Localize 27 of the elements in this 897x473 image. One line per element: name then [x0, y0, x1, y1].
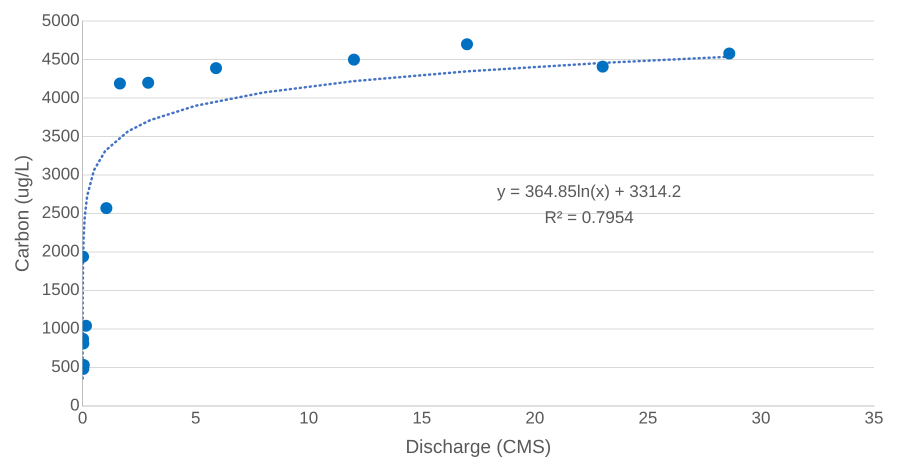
- annotation: y = 364.85ln(x) + 3314.2: [496, 182, 682, 202]
- x-tick-label: 15: [412, 408, 432, 428]
- y-tick-label: 500: [51, 357, 80, 376]
- x-tick-label: 20: [525, 408, 544, 428]
- x-tick-label: 30: [751, 408, 770, 428]
- point: [461, 38, 474, 50]
- y-tick-label: 0: [70, 395, 80, 414]
- y-tick-label: 3000: [42, 164, 80, 184]
- x-tick-label: 25: [638, 408, 658, 428]
- y-tick-label: 2000: [42, 242, 80, 261]
- point: [210, 62, 222, 74]
- y-tick-label: 1500: [42, 280, 80, 300]
- y-tick-label: 2500: [42, 203, 80, 222]
- x-tick-label: 5: [190, 408, 200, 428]
- x-axis-title: Discharge (CMS): [405, 436, 552, 458]
- annotation: R² = 0.7954: [544, 208, 634, 228]
- y-tick-label: 5000: [42, 10, 80, 30]
- point: [348, 54, 360, 66]
- y-tick-label: 4500: [42, 49, 80, 68]
- point: [596, 60, 609, 73]
- y-tick-label: 4000: [42, 88, 80, 107]
- point: [723, 48, 736, 60]
- y-tick-label: 3500: [42, 126, 80, 146]
- x-tick-label: 35: [864, 408, 884, 428]
- y-axis-title: Carbon (ug/L): [12, 154, 34, 272]
- y-tick-label: 1000: [42, 318, 80, 338]
- x-tick-label: 10: [299, 408, 318, 428]
